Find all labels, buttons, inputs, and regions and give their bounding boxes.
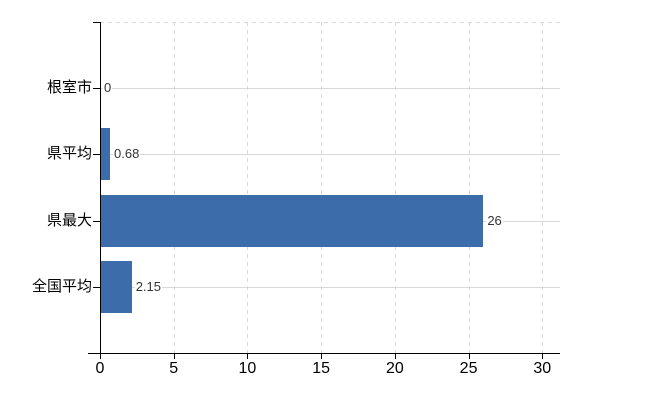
- x-tick-label: 5: [169, 360, 179, 377]
- category-label: 県平均: [46, 145, 92, 163]
- category-label: 根室市: [46, 79, 92, 97]
- x-tick-label: 30: [533, 360, 552, 377]
- y-axis-tick: [93, 154, 100, 156]
- plot-top-border: [100, 22, 560, 23]
- vertical-gridline: [173, 22, 175, 353]
- x-axis-tick: [173, 353, 175, 359]
- y-axis-tick: [93, 286, 100, 288]
- vertical-gridline: [321, 22, 323, 353]
- value-label: 0.68: [113, 146, 141, 163]
- y-axis-line: [100, 22, 101, 358]
- bar: [100, 128, 111, 181]
- category-label: 全国平均: [31, 277, 92, 295]
- x-axis-tick: [394, 353, 396, 359]
- x-tick-label: 0: [95, 360, 105, 377]
- horizontal-gridline: [100, 154, 560, 156]
- x-axis-tick: [542, 353, 544, 359]
- vertical-gridline: [542, 22, 544, 353]
- bar: [100, 260, 132, 313]
- value-label: 26: [486, 212, 503, 229]
- category-label: 県最大: [46, 211, 92, 229]
- x-axis-tick: [247, 353, 249, 359]
- x-axis-tick: [468, 353, 470, 359]
- y-axis-tick: [93, 88, 100, 90]
- x-axis-line: [88, 353, 560, 354]
- y-axis-tick: [93, 22, 100, 23]
- vertical-gridline: [247, 22, 249, 353]
- y-axis-tick: [93, 220, 100, 222]
- x-axis-tick: [321, 353, 323, 359]
- x-tick-label: 25: [459, 360, 478, 377]
- vertical-gridline: [394, 22, 396, 353]
- vertical-gridline: [468, 22, 470, 353]
- horizontal-gridline: [100, 286, 560, 288]
- x-tick-label: 20: [385, 360, 404, 377]
- value-label: 0: [103, 80, 113, 97]
- value-label: 2.15: [134, 278, 162, 295]
- x-axis-tick: [100, 353, 101, 359]
- x-tick-label: 10: [238, 360, 257, 377]
- bar: [100, 194, 484, 247]
- horizontal-gridline: [100, 88, 560, 90]
- x-tick-label: 15: [312, 360, 331, 377]
